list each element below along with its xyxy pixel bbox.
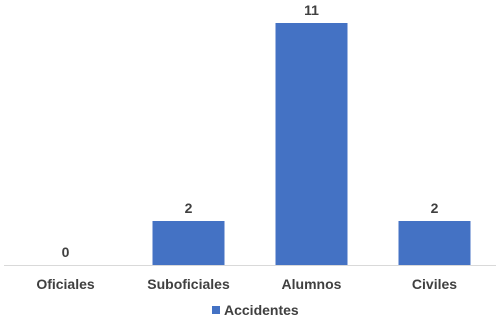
category-label-oficiales: Oficiales bbox=[36, 276, 95, 292]
legend-swatch bbox=[212, 306, 220, 314]
category-label-alumnos: Alumnos bbox=[282, 276, 342, 292]
bar-suboficiales bbox=[152, 221, 225, 265]
value-label-alumnos: 11 bbox=[304, 2, 319, 18]
value-label-suboficiales: 2 bbox=[185, 200, 193, 216]
category-label-suboficiales: Suboficiales bbox=[147, 276, 230, 292]
category-labels-group: Oficiales Suboficiales Alumnos Civiles bbox=[36, 276, 457, 292]
bars-group bbox=[152, 23, 471, 265]
bar-alumnos bbox=[275, 23, 348, 265]
value-label-civiles: 2 bbox=[431, 200, 439, 216]
value-labels-group: 0 2 11 2 bbox=[62, 2, 439, 260]
bar-civiles bbox=[398, 221, 471, 265]
category-label-civiles: Civiles bbox=[412, 276, 457, 292]
legend: Accidentes bbox=[212, 302, 299, 318]
value-label-oficiales: 0 bbox=[62, 244, 70, 260]
legend-label: Accidentes bbox=[224, 302, 299, 318]
